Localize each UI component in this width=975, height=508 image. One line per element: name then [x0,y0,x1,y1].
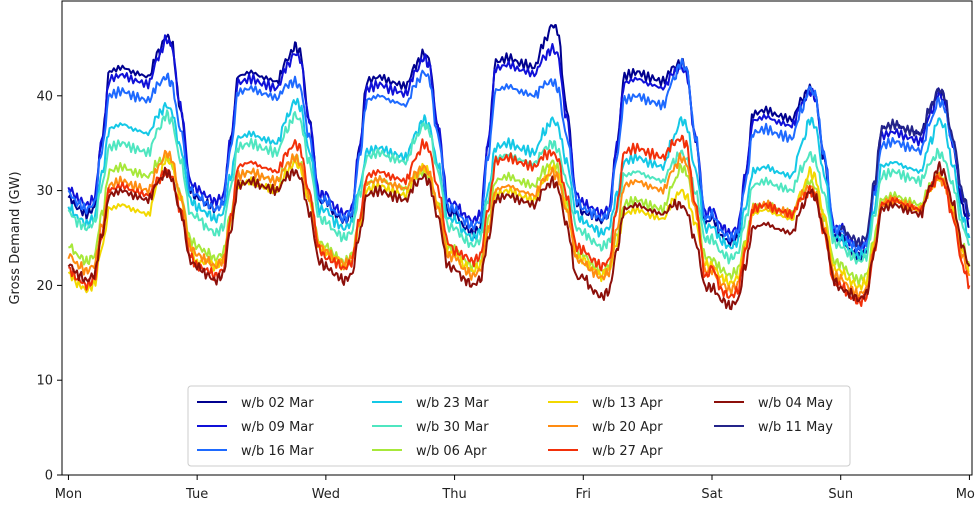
legend: w/b 02 Mar w/b 09 Mar w/b 16 Mar w/b 23 Mar… [187,385,851,467]
series-line [67,161,971,311]
series-line [67,109,971,265]
x-tick-label: Wed [312,487,340,502]
y-axis: 0 10 20 30 40 [36,89,62,484]
series-line [839,88,971,248]
x-tick-label: Tue [185,487,208,502]
series-layer [67,24,971,311]
legend-label: w/b 13 Apr [592,396,663,411]
y-tick-label: 10 [36,374,53,389]
legend-label: w/b 30 Mar [416,420,489,435]
y-axis-label: Gross Demand (GW) [8,171,23,304]
y-tick-label: 20 [36,279,53,294]
series-line [67,149,971,300]
legend-label: w/b 09 Mar [241,420,314,435]
legend-label: w/b 27 Apr [592,444,663,459]
x-tick-label: Thu [441,487,466,502]
series-line [67,97,971,262]
legend-label: w/b 02 Mar [241,396,314,411]
y-tick-label: 40 [36,89,53,104]
series-line [67,57,971,254]
legend-label: w/b 06 Apr [416,444,487,459]
legend-label: w/b 23 Mar [416,396,489,411]
x-tick-label: Fri [576,487,592,502]
legend-label: w/b 04 May [758,396,833,411]
legend-label: w/b 11 May [758,420,833,435]
y-tick-label: 0 [45,469,53,484]
x-tick-label: Sat [701,487,722,502]
legend-box [187,385,851,467]
x-tick-label: Mon [55,487,82,502]
legend-label: w/b 16 Mar [241,444,314,459]
legend-label: w/b 20 Apr [592,420,663,435]
x-tick-label: Sun [828,487,853,502]
x-axis: Mon Tue Wed Thu Fri Sat Sun Mon [55,475,975,502]
x-tick-label: Mon [956,487,975,502]
y-tick-label: 30 [36,184,53,199]
